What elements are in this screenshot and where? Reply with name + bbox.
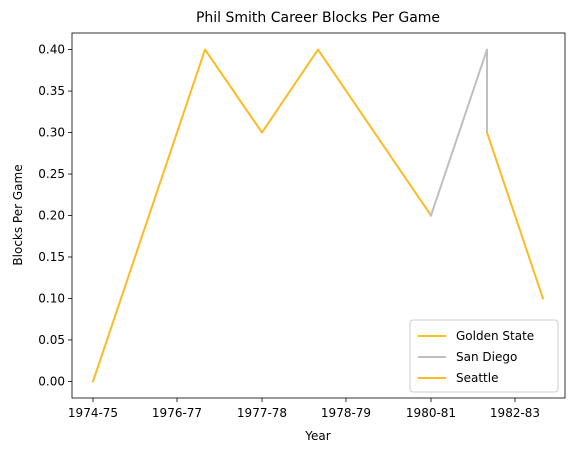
series-line-san-diego xyxy=(429,48,488,217)
y-tick-label: 0.10 xyxy=(38,291,65,305)
y-tick-label: 0.30 xyxy=(38,126,65,140)
x-tick-label: 1976-77 xyxy=(152,406,202,420)
legend-entry: San Diego xyxy=(456,350,517,364)
x-tick-label: 1980-81 xyxy=(406,406,456,420)
y-tick-label: 0.35 xyxy=(38,84,65,98)
y-tick-label: 0.15 xyxy=(38,250,65,264)
x-tick-label: 1977-78 xyxy=(237,406,287,420)
chart-title: Phil Smith Career Blocks Per Game xyxy=(196,10,440,26)
legend: Golden State San Diego Seattle xyxy=(409,319,559,393)
x-tick-label: 1978-79 xyxy=(321,406,371,420)
series-line-golden-state xyxy=(91,48,433,383)
series-lines xyxy=(91,48,545,383)
series-line-seattle xyxy=(485,131,545,300)
y-tick-label: 0.00 xyxy=(38,374,65,388)
y-tick-label: 0.05 xyxy=(38,333,65,347)
legend-entry: Golden State xyxy=(456,329,534,343)
y-tick-label: 0.25 xyxy=(38,167,65,181)
y-axis-label: Blocks Per Game xyxy=(11,164,25,265)
x-tick-label: 1974-75 xyxy=(68,406,118,420)
y-axis: 0.00 0.05 0.10 0.15 0.20 0.25 0.30 0.35 0.40 xyxy=(38,43,72,388)
x-axis: 1974-75 1976-77 1977-78 1978-79 1980-81 1982-… xyxy=(68,398,540,420)
x-tick-label: 1982-83 xyxy=(490,406,540,420)
x-axis-label: Year xyxy=(304,429,330,443)
y-tick-label: 0.40 xyxy=(38,43,65,57)
legend-box xyxy=(409,319,559,393)
y-tick-label: 0.20 xyxy=(38,209,65,223)
legend-entry: Seattle xyxy=(456,371,498,385)
